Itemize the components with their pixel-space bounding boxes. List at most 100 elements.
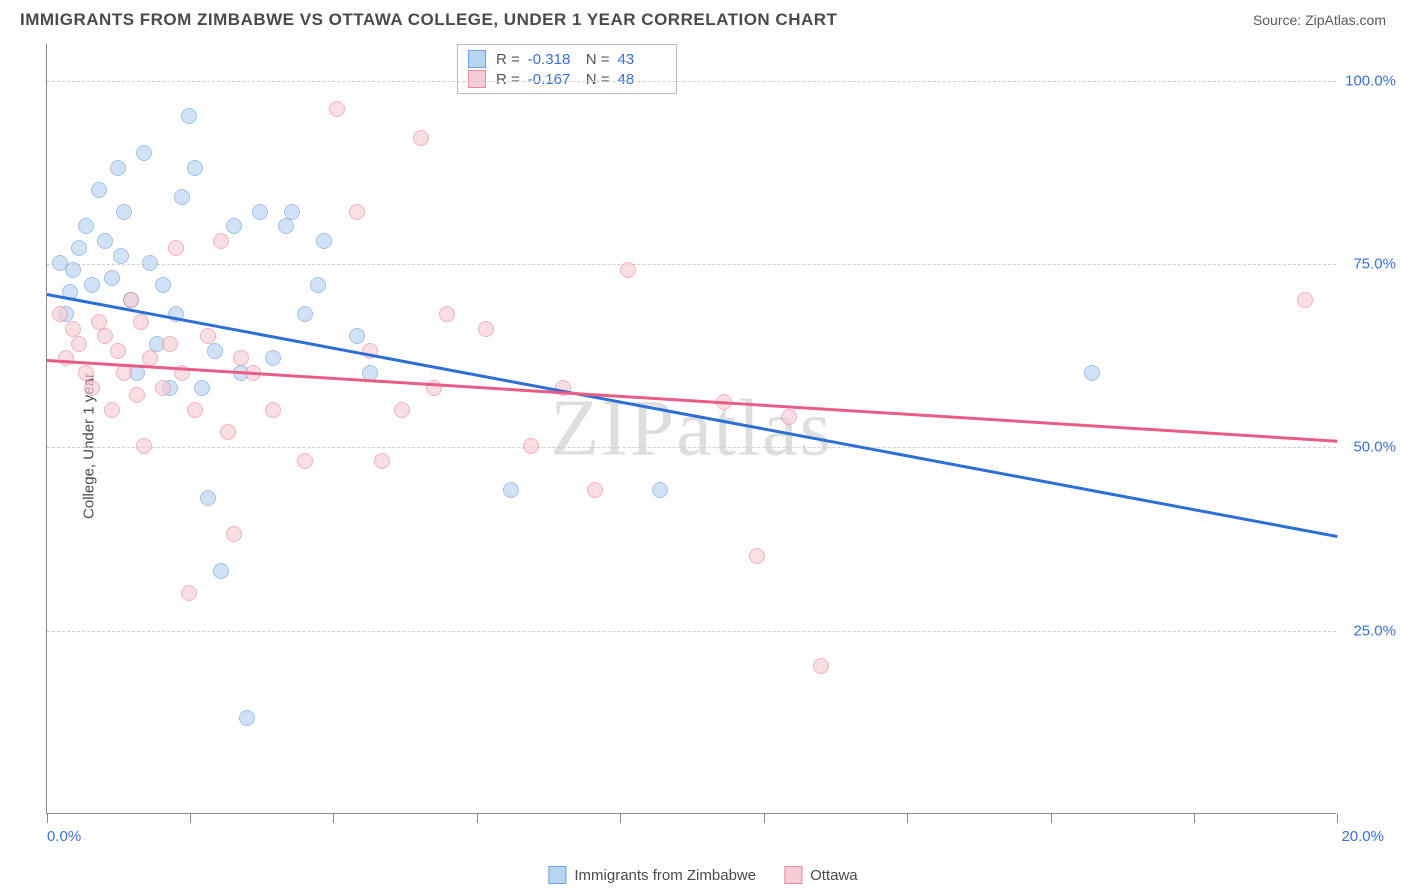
- legend-label: Immigrants from Zimbabwe: [574, 867, 756, 884]
- scatter-point: [91, 314, 107, 330]
- y-tick-label: 25.0%: [1353, 622, 1396, 639]
- scatter-point: [374, 453, 390, 469]
- legend-swatch: [468, 70, 486, 88]
- scatter-point: [116, 204, 132, 220]
- scatter-point: [97, 233, 113, 249]
- scatter-point: [113, 248, 129, 264]
- scatter-point: [71, 240, 87, 256]
- scatter-point: [394, 402, 410, 418]
- x-tick: [190, 813, 191, 823]
- scatter-point: [239, 710, 255, 726]
- scatter-point: [65, 321, 81, 337]
- scatter-point: [142, 255, 158, 271]
- stat-r-value: -0.318: [528, 51, 576, 68]
- legend-item: Ottawa: [784, 866, 858, 884]
- scatter-point: [187, 160, 203, 176]
- gridline-h: [47, 447, 1336, 448]
- scatter-point: [233, 350, 249, 366]
- stat-n-value: 43: [618, 51, 666, 68]
- scatter-point: [65, 262, 81, 278]
- scatter-point: [207, 343, 223, 359]
- scatter-point: [168, 240, 184, 256]
- scatter-point: [116, 365, 132, 381]
- scatter-point: [155, 277, 171, 293]
- x-axis-max-label: 20.0%: [1341, 828, 1384, 845]
- scatter-point: [252, 204, 268, 220]
- x-tick: [764, 813, 765, 823]
- stats-legend-row: R =-0.318N =43: [468, 49, 666, 69]
- scatter-point: [136, 145, 152, 161]
- scatter-point: [58, 350, 74, 366]
- x-tick: [333, 813, 334, 823]
- legend-swatch: [784, 866, 802, 884]
- scatter-point: [503, 482, 519, 498]
- scatter-point: [194, 380, 210, 396]
- legend-item: Immigrants from Zimbabwe: [548, 866, 756, 884]
- stat-n-key: N =: [586, 71, 610, 88]
- scatter-point: [110, 343, 126, 359]
- scatter-point: [284, 204, 300, 220]
- y-tick-label: 75.0%: [1353, 256, 1396, 273]
- x-axis-min-label: 0.0%: [47, 828, 81, 845]
- scatter-point: [52, 306, 68, 322]
- scatter-point: [110, 160, 126, 176]
- scatter-point: [97, 328, 113, 344]
- scatter-point: [439, 306, 455, 322]
- legend-label: Ottawa: [810, 867, 858, 884]
- chart-source: Source: ZipAtlas.com: [1253, 12, 1386, 28]
- legend-swatch: [548, 866, 566, 884]
- scatter-point: [278, 218, 294, 234]
- scatter-point: [162, 336, 178, 352]
- scatter-point: [84, 277, 100, 293]
- scatter-point: [91, 182, 107, 198]
- scatter-point: [652, 482, 668, 498]
- scatter-point: [123, 292, 139, 308]
- scatter-point: [200, 328, 216, 344]
- scatter-point: [220, 424, 236, 440]
- scatter-point: [781, 409, 797, 425]
- scatter-point: [297, 306, 313, 322]
- scatter-point: [155, 380, 171, 396]
- stats-legend-row: R =-0.167N =48: [468, 69, 666, 89]
- scatter-point: [329, 101, 345, 117]
- scatter-point: [265, 402, 281, 418]
- gridline-h: [47, 631, 1336, 632]
- x-tick: [620, 813, 621, 823]
- scatter-point: [413, 130, 429, 146]
- scatter-point: [749, 548, 765, 564]
- scatter-point: [136, 438, 152, 454]
- scatter-point: [226, 218, 242, 234]
- scatter-point: [181, 585, 197, 601]
- stat-n-key: N =: [586, 51, 610, 68]
- scatter-point: [181, 108, 197, 124]
- scatter-point: [213, 563, 229, 579]
- x-tick: [1051, 813, 1052, 823]
- trend-line: [47, 293, 1337, 537]
- scatter-point: [349, 328, 365, 344]
- chart-title: IMMIGRANTS FROM ZIMBABWE VS OTTAWA COLLE…: [20, 10, 837, 30]
- bottom-legend: Immigrants from Zimbabwe Ottawa: [548, 866, 857, 884]
- scatter-point: [71, 336, 87, 352]
- scatter-point: [523, 438, 539, 454]
- legend-swatch: [468, 50, 486, 68]
- scatter-point: [213, 233, 229, 249]
- scatter-point: [1297, 292, 1313, 308]
- scatter-point: [587, 482, 603, 498]
- stat-n-value: 48: [618, 71, 666, 88]
- x-tick: [47, 813, 48, 823]
- scatter-point: [226, 526, 242, 542]
- scatter-point: [104, 402, 120, 418]
- scatter-point: [265, 350, 281, 366]
- scatter-point: [104, 270, 120, 286]
- scatter-point: [478, 321, 494, 337]
- scatter-point: [78, 218, 94, 234]
- scatter-point: [297, 453, 313, 469]
- scatter-point: [1084, 365, 1100, 381]
- stats-legend-box: R =-0.318N =43R =-0.167N =48: [457, 44, 677, 94]
- gridline-h: [47, 264, 1336, 265]
- x-tick: [1194, 813, 1195, 823]
- scatter-point: [813, 658, 829, 674]
- scatter-point: [620, 262, 636, 278]
- scatter-point: [78, 365, 94, 381]
- scatter-chart: ZIPatlas R =-0.318N =43R =-0.167N =48 0.…: [46, 44, 1336, 814]
